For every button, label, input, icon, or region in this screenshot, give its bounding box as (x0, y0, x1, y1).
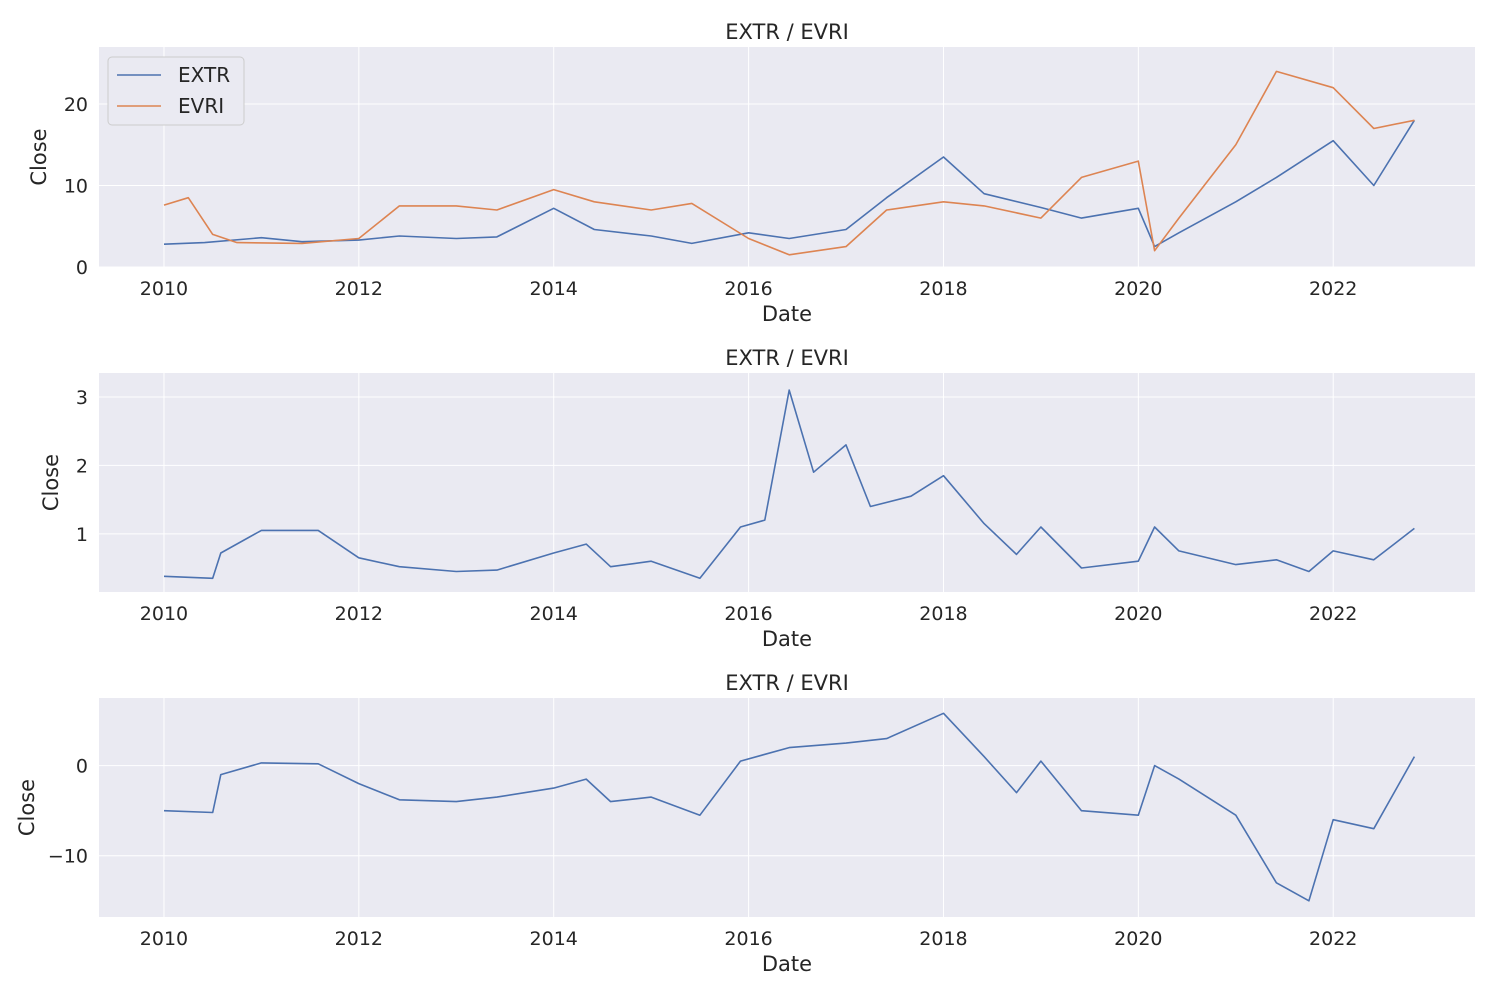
legend-label: EXTR (178, 63, 230, 87)
x-tick-label: 2022 (1309, 278, 1357, 300)
series-line-extr (163, 119, 1416, 248)
x-tick-label: 2010 (140, 928, 188, 950)
y-tick-label: 1 (76, 524, 88, 546)
chart-title: EXTR / EVRI (725, 671, 849, 695)
y-tick-label: 20 (64, 94, 88, 116)
series-line-ratio (163, 389, 1415, 580)
y-axis-label: Close (39, 454, 63, 511)
series-line-evri (163, 70, 1415, 256)
x-tick-label: 2010 (140, 603, 188, 625)
plot-area (99, 373, 1475, 592)
legend-box (107, 56, 245, 126)
x-tick-label: 2022 (1309, 603, 1357, 625)
x-axis-label: Date (762, 952, 812, 976)
x-tick-label: 2018 (919, 928, 967, 950)
x-tick-label: 2022 (1309, 928, 1357, 950)
x-axis-label: Date (762, 302, 812, 326)
plot-area (99, 698, 1475, 917)
chart-panel-2: 2010 2012 2014 2016 2018 2020 2022 1 2 3 EXTR / EV… (39, 346, 1475, 651)
y-tick-label: 10 (64, 176, 88, 198)
x-tick-label: 2020 (1114, 928, 1162, 950)
y-tick-label: 3 (76, 387, 88, 409)
chart-panel-1: 2010 2012 2014 2016 2018 2020 2022 0 10 20 EXTR / … (27, 20, 1475, 326)
x-tick-label: 2014 (530, 278, 578, 300)
chart-title: EXTR / EVRI (725, 20, 849, 44)
x-tick-label: 2018 (919, 603, 967, 625)
x-tick-label: 2014 (530, 603, 578, 625)
x-tick-label: 2020 (1114, 278, 1162, 300)
legend-label: EVRI (178, 94, 224, 118)
chart-panel-3: 2010 2012 2014 2016 2018 2020 2022 −10 0 EXTR / E… (15, 671, 1475, 976)
y-tick-label: −10 (48, 846, 88, 868)
x-tick-label: 2010 (140, 278, 188, 300)
x-tick-label: 2020 (1114, 603, 1162, 625)
x-tick-label: 2016 (724, 278, 772, 300)
x-tick-label: 2012 (335, 603, 383, 625)
legend: EXTR EVRI (107, 56, 245, 126)
y-axis-label: Close (15, 779, 39, 836)
chart-title: EXTR / EVRI (725, 346, 849, 370)
y-tick-label: 2 (76, 455, 88, 477)
plot-area (99, 47, 1475, 267)
x-tick-label: 2012 (335, 278, 383, 300)
x-tick-label: 2018 (919, 278, 967, 300)
x-tick-label: 2016 (724, 928, 772, 950)
x-tick-label: 2012 (335, 928, 383, 950)
x-tick-label: 2016 (724, 603, 772, 625)
series-line-ratio (163, 712, 1416, 902)
y-axis-label: Close (27, 128, 51, 185)
y-tick-label: 0 (76, 257, 88, 279)
x-tick-label: 2014 (530, 928, 578, 950)
x-axis-label: Date (762, 627, 812, 651)
y-tick-label: 0 (76, 756, 88, 778)
